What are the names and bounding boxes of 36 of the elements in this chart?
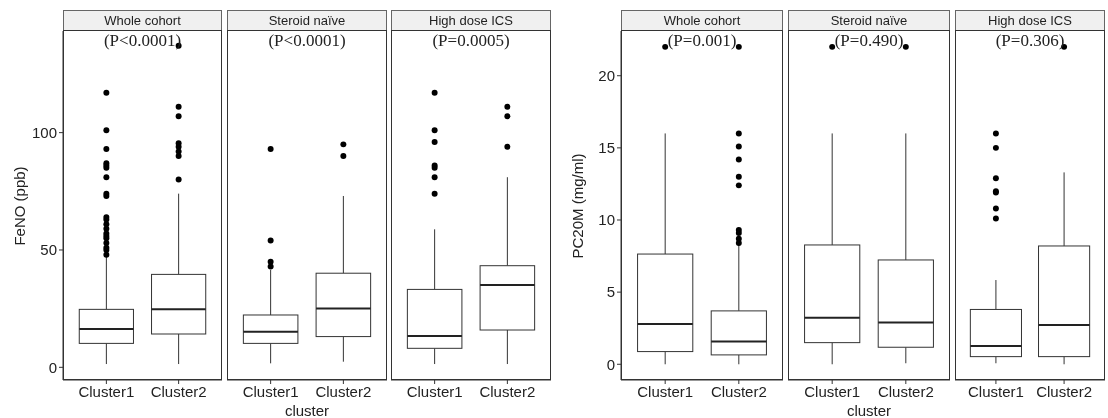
x-tick-label: Cluster1 (78, 382, 135, 400)
y-tick-label: 20 (598, 67, 615, 85)
annotation: (P<0.0001) (102, 31, 183, 51)
annotation: (P=0.306) (994, 31, 1066, 51)
chart-title: Whole cohort (621, 10, 783, 31)
chart-title: Steroid naïve (788, 10, 950, 31)
x-axis-title: cluster (845, 402, 893, 418)
x-tick-label: Cluster1 (967, 382, 1024, 400)
annotation: (P=0.001) (666, 31, 738, 51)
x-tick-label: Cluster1 (804, 382, 861, 400)
x-tick-label: Cluster2 (710, 382, 767, 400)
y-tick-label: 0 (606, 355, 615, 373)
annotation: (P<0.0001) (267, 31, 347, 51)
y-axis-title: PC20M (mg/ml) (568, 152, 586, 259)
y-axis-title: FeNO (ppb) (10, 165, 28, 246)
y-tick-label: 10 (598, 211, 615, 229)
x-tick-label: Cluster2 (150, 382, 207, 400)
x-tick-label: Cluster2 (1036, 382, 1093, 400)
y-tick-label: 15 (598, 139, 615, 157)
x-tick-label: Cluster2 (877, 382, 934, 400)
y-tick-label: 50 (40, 241, 57, 259)
chart-title: Steroid naïve (227, 10, 387, 31)
x-axis-title: cluster (283, 402, 331, 418)
chart-title: High dose ICS (391, 10, 551, 31)
annotation: (P=0.0005) (431, 31, 511, 51)
chart-title: High dose ICS (955, 10, 1105, 31)
chart-title: Whole cohort (63, 10, 222, 31)
x-tick-label: Cluster1 (637, 382, 694, 400)
y-tick-label: 5 (606, 283, 615, 301)
annotation: (P=0.490) (833, 31, 905, 51)
x-tick-label: Cluster1 (406, 382, 463, 400)
x-tick-label: Cluster2 (315, 382, 372, 400)
y-tick-label: 100 (31, 123, 57, 141)
x-tick-label: Cluster2 (479, 382, 536, 400)
x-tick-label: Cluster1 (242, 382, 299, 400)
y-tick-label: 0 (48, 358, 57, 376)
